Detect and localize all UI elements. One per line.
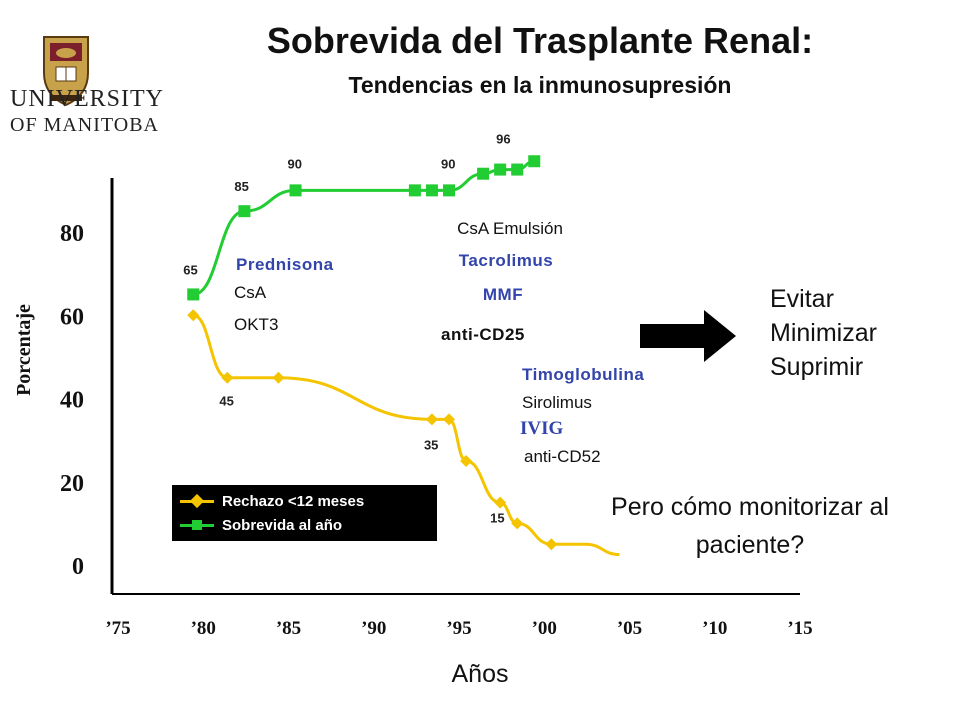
x-tick-label: ’10 [702, 618, 727, 639]
x-tick-label: ’95 [446, 618, 471, 639]
legend-label-rechazo: Rechazo <12 meses [222, 492, 365, 510]
x-tick-label: ’05 [617, 618, 642, 639]
data-label: 35 [424, 437, 438, 452]
x-tick-label: ’90 [361, 618, 386, 639]
annotation-anti-cd25: anti-CD25 [441, 325, 525, 344]
slide-title: Sobrevida del Trasplante Renal: [266, 20, 814, 61]
x-axis-label: Años [451, 660, 509, 688]
university-logo [43, 36, 89, 107]
annotation-ivig: IVIG [520, 418, 564, 439]
annotation-sirolimus: Sirolimus [522, 393, 592, 412]
series-markers [187, 155, 558, 551]
monitoring-question: Pero cómo monitorizar al paciente? [611, 493, 889, 559]
annotation-prednisona: Prednisona [236, 255, 334, 274]
data-label: 90 [441, 156, 455, 171]
y-tick-label: 20 [60, 471, 84, 497]
annotation-okt3: OKT3 [234, 315, 278, 334]
annotation-mmf: MMF [483, 285, 523, 304]
data-point-rechazo [443, 413, 455, 426]
data-label: 65 [183, 262, 197, 277]
data-point-sobrevida [289, 184, 302, 197]
slide-subtitle: Tendencias en la inmunosupresión [348, 72, 732, 98]
data-point-rechazo [511, 517, 524, 530]
annotation-csa: CsA [234, 283, 267, 302]
data-point-sobrevida [494, 163, 507, 176]
data-point-rechazo [272, 371, 285, 384]
y-tick-label: 40 [60, 388, 84, 414]
x-tick-label: ’80 [191, 618, 216, 639]
data-label: 45 [219, 394, 233, 409]
action-evitar: Evitar [770, 285, 834, 313]
legend-swatch-rechazo [180, 493, 214, 509]
data-point-sobrevida [511, 163, 524, 176]
x-tick-label: ’75 [105, 618, 130, 639]
data-point-rechazo [425, 413, 438, 426]
legend-item-sobrevida: Sobrevida al año [180, 514, 342, 536]
annotation-anti-cd52: anti-CD52 [524, 447, 601, 466]
actions-list: Evitar Minimizar Suprimir [770, 282, 877, 384]
data-point-sobrevida [528, 155, 541, 168]
data-label: 96 [496, 132, 510, 147]
y-axis-label: Porcentaje [13, 304, 35, 396]
x-tick-labels: ’75 ’80 ’85 ’90 ’95 ’00 ’05 ’10 ’15 [105, 618, 812, 639]
annotation-timoglobulina: Timoglobulina [522, 365, 644, 384]
y-tick-label: 60 [60, 304, 84, 330]
data-point-sobrevida [443, 184, 455, 197]
chart-axes [110, 178, 800, 595]
data-labels: 65 85 90 90 96 45 35 15 [183, 132, 510, 526]
legend-item-rechazo: Rechazo <12 meses [180, 490, 364, 512]
data-point-sobrevida [238, 205, 251, 218]
action-minimizar: Minimizar [770, 319, 877, 347]
data-point-sobrevida [408, 184, 421, 197]
data-point-sobrevida [477, 167, 490, 180]
data-label: 15 [490, 511, 504, 526]
data-point-sobrevida [425, 184, 438, 197]
data-label: 90 [288, 156, 302, 171]
data-point-rechazo [494, 496, 507, 509]
y-tick-label: 0 [72, 554, 84, 580]
data-point-rechazo [221, 371, 234, 384]
y-tick-labels: 0 20 40 60 80 [60, 221, 84, 580]
legend-label-sobrevida: Sobrevida al año [222, 516, 343, 534]
chart-legend: Rechazo <12 meses Sobrevida al año [172, 485, 437, 541]
data-point-rechazo [187, 309, 200, 322]
annotation-tacrolimus: Tacrolimus [459, 251, 553, 270]
data-point-rechazo [545, 538, 558, 551]
x-tick-label: ’85 [276, 618, 301, 639]
logo-university-text: UNIVERSITY [10, 86, 164, 112]
data-point-sobrevida [187, 288, 200, 301]
legend-swatch-sobrevida [180, 518, 214, 532]
drug-annotations: Prednisona CsA OKT3 CsA Emulsión Tacrolimus M… [234, 219, 644, 466]
x-tick-label: ’00 [532, 618, 557, 639]
right-arrow-icon [640, 310, 736, 362]
x-tick-label: ’15 [787, 618, 812, 639]
data-label: 85 [234, 179, 248, 194]
y-tick-label: 80 [60, 221, 84, 247]
logo-manitoba-text: OF MANITOBA [10, 114, 159, 136]
data-point-rechazo [460, 454, 473, 467]
action-suprimir: Suprimir [770, 353, 864, 381]
annotation-csa-emulsi-n: CsA Emulsión [457, 219, 563, 238]
